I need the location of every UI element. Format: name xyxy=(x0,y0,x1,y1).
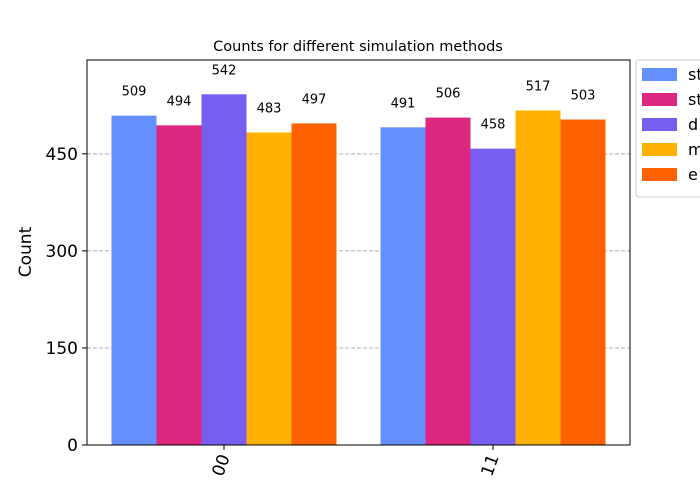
plot-area-frame xyxy=(86,59,631,446)
legend-swatch xyxy=(642,118,677,131)
bars-group xyxy=(111,94,606,446)
data-label: 491 xyxy=(391,96,416,111)
legend-entry-label: e xyxy=(688,165,698,184)
bar xyxy=(470,148,516,445)
y-tick-label: 150 xyxy=(46,339,78,359)
x-axis-ticks: 00 11 xyxy=(209,445,504,479)
legend-entry-label: m xyxy=(688,140,700,159)
data-label: 509 xyxy=(122,85,147,100)
bar xyxy=(380,127,426,445)
data-label: 506 xyxy=(436,87,461,102)
legend-swatch xyxy=(642,168,677,181)
x-tick-label: 11 xyxy=(478,452,504,479)
bar xyxy=(515,110,561,446)
legend-entry-label: d xyxy=(688,115,698,134)
bar xyxy=(246,132,292,445)
bar xyxy=(291,123,337,445)
data-label: 503 xyxy=(571,89,596,104)
bar xyxy=(156,125,202,446)
legend-swatch xyxy=(642,93,677,106)
legend-swatch xyxy=(642,68,677,81)
y-axis-label: Count xyxy=(16,226,36,277)
chart-title: Counts for different simulation methods xyxy=(213,39,503,55)
data-label: 497 xyxy=(302,92,327,107)
y-tick-label: 450 xyxy=(46,145,78,165)
data-label: 483 xyxy=(257,101,282,116)
y-axis-ticks: 0 150 300 450 xyxy=(46,145,87,456)
legend: st st dme xyxy=(635,59,700,198)
data-label: 458 xyxy=(481,118,506,133)
legend-entry-label: st xyxy=(688,65,700,84)
data-label: 494 xyxy=(167,94,192,109)
data-label: 542 xyxy=(212,63,237,78)
legend-swatch xyxy=(642,143,677,156)
y-tick-label: 0 xyxy=(67,436,78,456)
y-tick-label: 300 xyxy=(46,242,78,262)
data-label: 517 xyxy=(526,79,551,94)
legend-entry-label: st xyxy=(688,90,700,109)
bar xyxy=(425,117,471,446)
bar xyxy=(201,94,247,445)
x-tick-label: 00 xyxy=(209,452,235,479)
data-labels-group: 509 494 542 483 497 491 506 458 517 503 xyxy=(122,63,596,132)
bar xyxy=(560,119,606,445)
bar xyxy=(111,115,157,445)
